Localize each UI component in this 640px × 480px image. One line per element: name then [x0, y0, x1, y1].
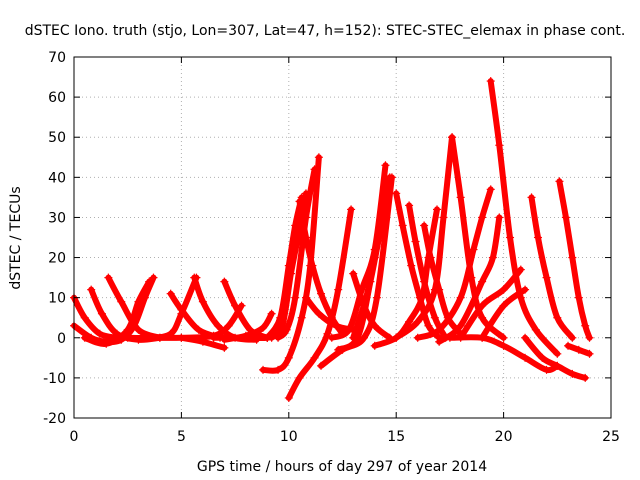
y-tick-label: -20: [43, 411, 66, 427]
x-axis-label: GPS time / hours of day 297 of year 2014: [197, 459, 487, 475]
series-arc-11: [177, 333, 229, 352]
y-tick-label: 20: [48, 251, 66, 267]
series-arc-38: [527, 193, 577, 342]
x-tick-label: 20: [495, 429, 513, 445]
y-tick-label: 10: [48, 291, 66, 307]
y-tick-label: 50: [48, 130, 66, 146]
series-arc-40: [521, 333, 590, 382]
series-arc-41: [564, 341, 594, 358]
y-tick-label: 30: [48, 210, 66, 226]
series-arc-34: [435, 213, 504, 346]
plot-frame: [73, 56, 612, 419]
series-arc-18: [284, 205, 356, 402]
axis-ticks: 0 5 10 15 20 25 -20 -10 0 10 20 30 40 50 60 70: [43, 50, 620, 445]
series-arc-25: [327, 161, 390, 342]
y-tick-label: -10: [43, 371, 66, 387]
series-arc-19: [295, 197, 347, 338]
series-arc-32: [413, 185, 495, 342]
series-arc-39: [555, 177, 594, 342]
x-tick-label: 10: [280, 429, 298, 445]
y-axis-label: dSTEC / TECUs: [8, 186, 24, 289]
x-tick-label: 5: [177, 429, 186, 445]
series-arc-5: [80, 277, 154, 348]
x-tick-label: 15: [387, 429, 405, 445]
series-arc-37: [445, 333, 562, 374]
y-tick-label: 40: [48, 170, 66, 186]
y-tick-label: 60: [48, 90, 66, 106]
series-arc-17: [263, 193, 306, 342]
chart-title: dSTEC Iono. truth (stjo, Lon=307, Lat=47…: [25, 23, 626, 39]
series-arc-15: [274, 165, 319, 342]
y-tick-label: 70: [48, 50, 66, 66]
x-tick-label: 0: [70, 429, 79, 445]
y-tick-label: 0: [57, 331, 66, 347]
data-series: [70, 77, 594, 402]
x-tick-label: 25: [602, 429, 620, 445]
